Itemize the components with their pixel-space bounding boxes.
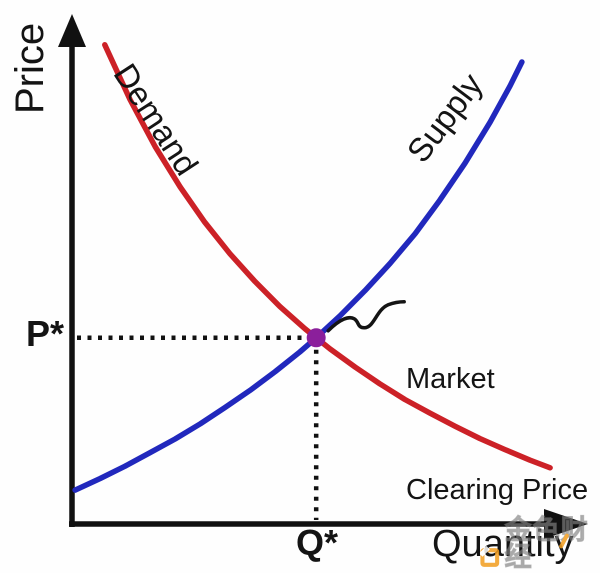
equilibrium-price-label: P*	[26, 313, 65, 354]
watermark-text: 金色财经	[504, 515, 589, 572]
annotation-leader-line	[326, 300, 406, 333]
supply-curve	[72, 59, 525, 493]
market-clearing-price-annotation: Market Clearing Price	[406, 287, 588, 573]
annotation-line-1: Market	[406, 363, 495, 395]
watermark: 金色财经	[480, 516, 600, 571]
x-axis-title: Quantity	[432, 523, 574, 565]
y-axis-title: Price	[8, 22, 52, 114]
y-axis-arrowhead-icon	[58, 14, 86, 47]
equilibrium-quantity-label: Q*	[296, 522, 339, 563]
x-axis-arrowhead-icon	[544, 509, 588, 539]
watermark-logo-icon	[480, 546, 500, 567]
equilibrium-point	[306, 328, 326, 348]
annotation-line-2: Clearing Price	[406, 474, 589, 506]
